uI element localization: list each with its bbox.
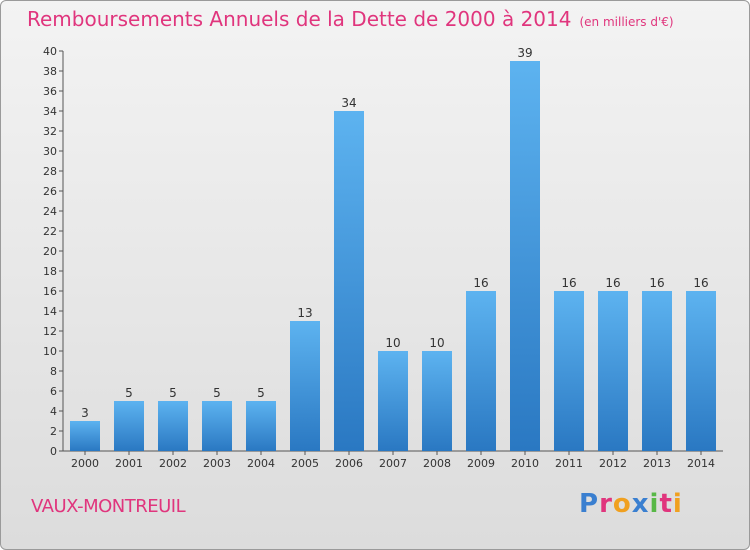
x-tick-label: 2012 [599,457,627,470]
x-tick-label: 2001 [115,457,143,470]
bar [686,291,716,451]
chart-title: Remboursements Annuels de la Dette de 20… [27,7,674,31]
proxiti-logo: Proxiti [579,489,683,519]
bar-value-label: 10 [429,336,444,350]
x-tick-label: 2013 [643,457,671,470]
x-tick-label: 2007 [379,457,407,470]
x-tick-label: 2006 [335,457,363,470]
y-tick-label: 2 [50,425,57,438]
chart-unit: (en milliers d'€) [579,15,674,29]
y-tick-label: 20 [43,245,57,258]
bar-value-label: 13 [297,306,312,320]
bar [158,401,188,451]
logo-letter: i [649,489,660,519]
logo-letter: i [672,489,683,519]
bar-value-label: 34 [341,96,356,110]
y-tick-label: 18 [43,265,57,278]
bar-value-label: 16 [693,276,708,290]
bar-value-label: 16 [605,276,620,290]
x-tick-label: 2000 [71,457,99,470]
bar-chart: 0246810121416182022242628303234363840200… [43,45,723,470]
bar [422,351,452,451]
logo-letter: t [659,489,673,519]
bar [510,61,540,451]
logo-letter: o [612,489,632,519]
bar-value-label: 3 [81,406,89,420]
y-tick-label: 30 [43,145,57,158]
logo-letter: x [631,489,650,519]
bar-value-label: 16 [561,276,576,290]
bar [202,401,232,451]
x-tick-label: 2011 [555,457,583,470]
y-tick-label: 0 [50,445,57,458]
x-tick-label: 2004 [247,457,275,470]
x-tick-label: 2005 [291,457,319,470]
bar-value-label: 39 [517,46,532,60]
y-tick-label: 4 [50,405,57,418]
x-tick-label: 2003 [203,457,231,470]
y-tick-label: 12 [43,325,57,338]
bar-value-label: 16 [473,276,488,290]
y-tick-label: 34 [43,105,57,118]
y-tick-label: 22 [43,225,57,238]
bar-value-label: 5 [257,386,265,400]
bar-value-label: 5 [125,386,133,400]
y-tick-label: 28 [43,165,57,178]
y-tick-label: 36 [43,85,57,98]
bar [114,401,144,451]
y-tick-label: 32 [43,125,57,138]
x-tick-label: 2008 [423,457,451,470]
x-tick-label: 2014 [687,457,715,470]
bar [642,291,672,451]
bar [598,291,628,451]
y-tick-label: 10 [43,345,57,358]
chart-title-text: Remboursements Annuels de la Dette de 20… [27,7,572,31]
bar [70,421,100,451]
y-tick-label: 24 [43,205,57,218]
y-tick-label: 14 [43,305,57,318]
bar-value-label: 16 [649,276,664,290]
town-name: VAUX-MONTREUIL [31,496,186,517]
bar [378,351,408,451]
bar [554,291,584,451]
bar [290,321,320,451]
y-tick-label: 38 [43,65,57,78]
bar-value-label: 10 [385,336,400,350]
bar [334,111,364,451]
bar [466,291,496,451]
bar-value-label: 5 [169,386,177,400]
logo-letter: r [599,489,613,519]
x-tick-label: 2010 [511,457,539,470]
logo-letter: P [579,489,600,519]
bar-value-label: 5 [213,386,221,400]
y-tick-label: 16 [43,285,57,298]
y-tick-label: 8 [50,365,57,378]
y-tick-label: 6 [50,385,57,398]
bar [246,401,276,451]
y-tick-label: 26 [43,185,57,198]
x-tick-label: 2002 [159,457,187,470]
x-tick-label: 2009 [467,457,495,470]
y-tick-label: 40 [43,45,57,58]
